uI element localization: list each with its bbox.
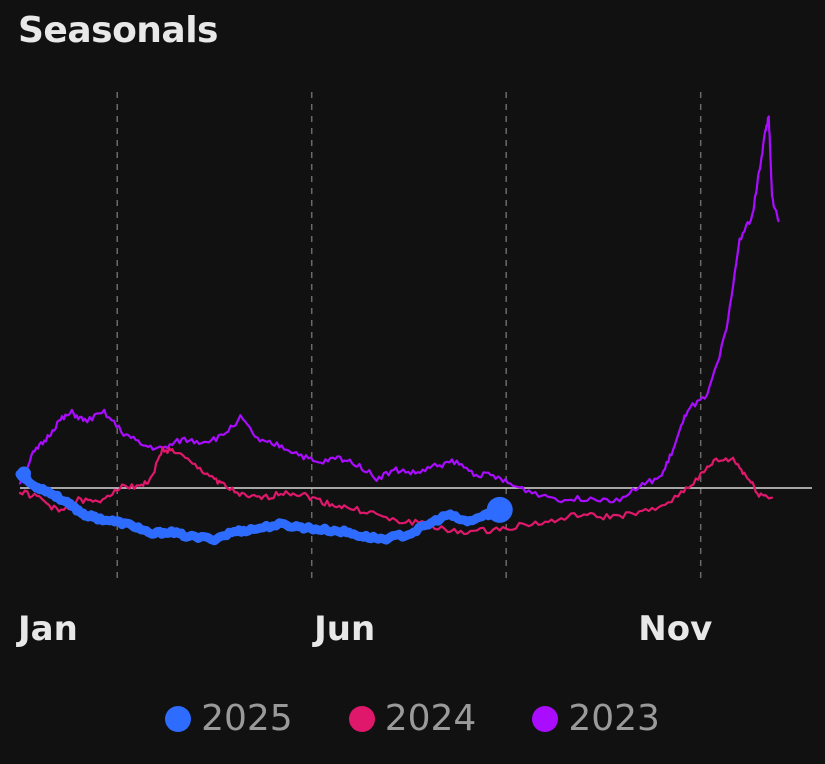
legend-item-2023[interactable]: 2023 (532, 698, 660, 739)
x-tick-label-jun: Jun (312, 609, 375, 649)
legend-item-2025[interactable]: 2025 (165, 698, 293, 739)
series-line-2024 (18, 446, 774, 536)
legend-label-2025: 2025 (201, 698, 293, 739)
legend-label-2024: 2024 (384, 698, 477, 739)
legend-dot-2024 (348, 705, 375, 732)
chart-legend: 2025 2024 2023 (0, 698, 825, 739)
series-line-2023 (18, 115, 780, 504)
x-tick-label-nov: Nov (638, 609, 712, 649)
legend-dot-2023 (532, 705, 559, 732)
series-start-marker-2025 (17, 466, 31, 481)
legend-item-2024[interactable]: 2024 (348, 698, 477, 739)
chart-title: Seasonals (18, 10, 219, 51)
legend-label-2023: 2023 (568, 698, 660, 739)
series-end-marker-2025 (486, 496, 513, 523)
x-tick-label-jan: Jan (16, 609, 78, 649)
series-line-2025 (15, 469, 505, 546)
legend-dot-2025 (165, 705, 192, 732)
